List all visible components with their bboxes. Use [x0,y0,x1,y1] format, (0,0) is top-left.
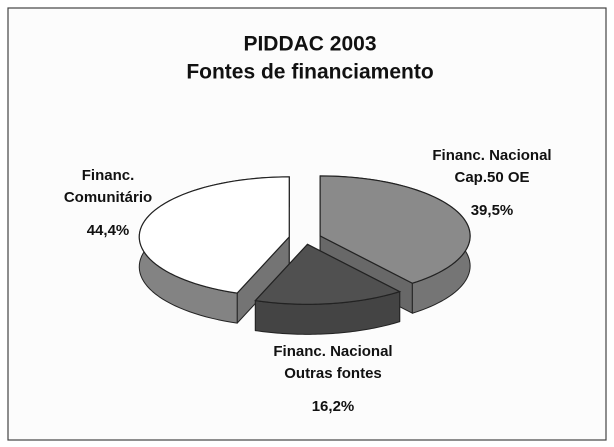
slice-top [254,243,402,305]
slice-label: Outras fontes [284,365,382,382]
slice-label: Financ. Nacional [273,343,392,360]
slice-top [138,176,290,294]
chart-frame [7,7,607,441]
slice-label: Comunitário [64,189,152,206]
slice-label: Financ. Nacional [432,147,551,164]
slice-top [319,175,471,284]
chart-subtitle: Fontes de financiamento [186,61,433,84]
slice [138,176,290,324]
chart-title: PIDDAC 2003 [243,33,376,56]
value-label: 39,5% [471,202,514,219]
value-label: 16,2% [312,398,355,415]
slice-label: Financ. [82,167,135,184]
slice-label: Cap.50 OE [454,169,529,186]
value-label: 44,4% [87,222,130,239]
slice [254,243,402,335]
